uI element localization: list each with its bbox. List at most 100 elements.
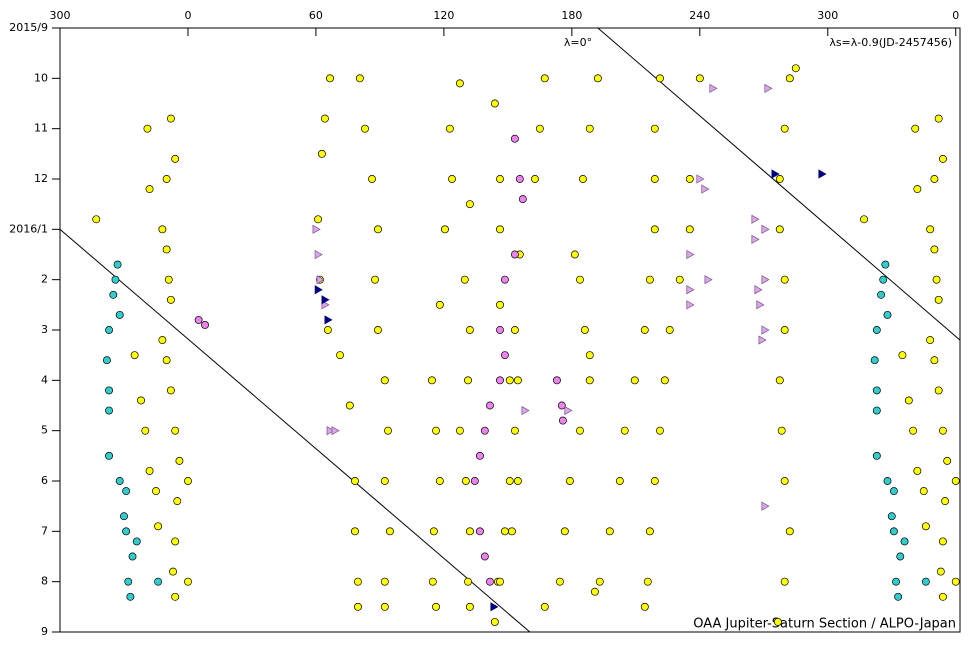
point	[496, 225, 504, 234]
annotation: λ=0°	[564, 36, 592, 49]
point	[166, 114, 175, 123]
y-tick-label: 4	[41, 373, 48, 386]
point	[570, 250, 579, 259]
point	[201, 321, 209, 329]
point	[934, 295, 943, 304]
point	[630, 376, 639, 385]
triangle-point	[686, 249, 695, 260]
point	[145, 185, 154, 194]
point	[934, 386, 943, 395]
point	[465, 527, 474, 536]
point	[872, 326, 881, 334]
point	[578, 175, 587, 183]
point	[640, 602, 649, 611]
point	[889, 487, 898, 496]
point	[655, 426, 664, 435]
point	[361, 124, 369, 133]
point	[585, 351, 594, 360]
point	[879, 275, 888, 284]
point	[921, 577, 930, 586]
point	[115, 477, 124, 485]
y-tick-label: 2015/9	[9, 21, 48, 34]
point	[531, 175, 539, 183]
triangle-point	[756, 300, 765, 310]
point	[643, 577, 652, 586]
point	[102, 356, 111, 365]
point	[464, 376, 472, 385]
x-tick-label: 180	[561, 9, 582, 22]
point	[429, 527, 438, 536]
x-tick-label: 60	[309, 9, 323, 22]
point	[510, 250, 519, 259]
point	[904, 396, 913, 405]
point	[655, 74, 664, 83]
point	[175, 456, 184, 465]
point	[105, 406, 114, 415]
triangle-point	[314, 285, 323, 295]
triangle-point	[326, 426, 335, 436]
point	[143, 124, 152, 133]
point	[518, 195, 527, 204]
point	[870, 356, 879, 365]
triangle-point	[314, 249, 323, 260]
reference-line	[597, 27, 961, 341]
point	[894, 592, 903, 601]
point	[162, 356, 171, 365]
point	[128, 552, 137, 561]
point	[496, 376, 504, 385]
point	[355, 74, 364, 83]
point	[194, 315, 203, 324]
point	[926, 336, 935, 345]
point	[685, 175, 694, 183]
point	[558, 416, 567, 425]
point	[465, 602, 474, 611]
point	[109, 290, 118, 299]
triangle-point	[751, 214, 760, 224]
point	[938, 592, 947, 601]
point	[675, 275, 684, 284]
point	[166, 386, 175, 395]
point	[510, 134, 519, 143]
x-tick-label: 300	[817, 9, 838, 22]
point	[126, 592, 135, 601]
point	[645, 527, 654, 536]
point	[930, 356, 939, 365]
point	[560, 527, 569, 536]
point	[872, 406, 881, 415]
point	[557, 401, 566, 410]
point	[496, 326, 504, 334]
point	[158, 336, 167, 345]
annotation: λs=λ-0.9(JD-2457456)	[829, 36, 952, 49]
point	[435, 300, 444, 309]
point	[535, 124, 544, 133]
point	[650, 225, 659, 234]
triangle-point	[324, 315, 333, 325]
point	[173, 497, 182, 506]
point	[555, 577, 564, 586]
point	[470, 477, 479, 485]
point	[943, 456, 952, 465]
triangle-point	[761, 325, 770, 335]
y-tick-label: 6	[41, 474, 48, 487]
point	[913, 466, 922, 475]
point	[565, 477, 574, 485]
y-tick-label: 9	[41, 625, 48, 638]
point	[385, 527, 394, 536]
point	[510, 326, 519, 334]
point	[938, 154, 947, 163]
point	[154, 577, 163, 586]
y-tick-label: 3	[41, 323, 48, 336]
y-tick-label: 7	[41, 524, 48, 537]
point	[169, 567, 177, 576]
point	[892, 577, 900, 586]
point	[374, 326, 382, 334]
point	[640, 326, 649, 334]
triangle-point	[818, 169, 827, 179]
point	[115, 310, 124, 319]
point	[314, 215, 323, 224]
point	[780, 477, 789, 485]
point	[455, 79, 464, 88]
y-tick-label: 2016/1	[9, 222, 48, 235]
point	[445, 124, 454, 133]
point	[775, 225, 784, 234]
